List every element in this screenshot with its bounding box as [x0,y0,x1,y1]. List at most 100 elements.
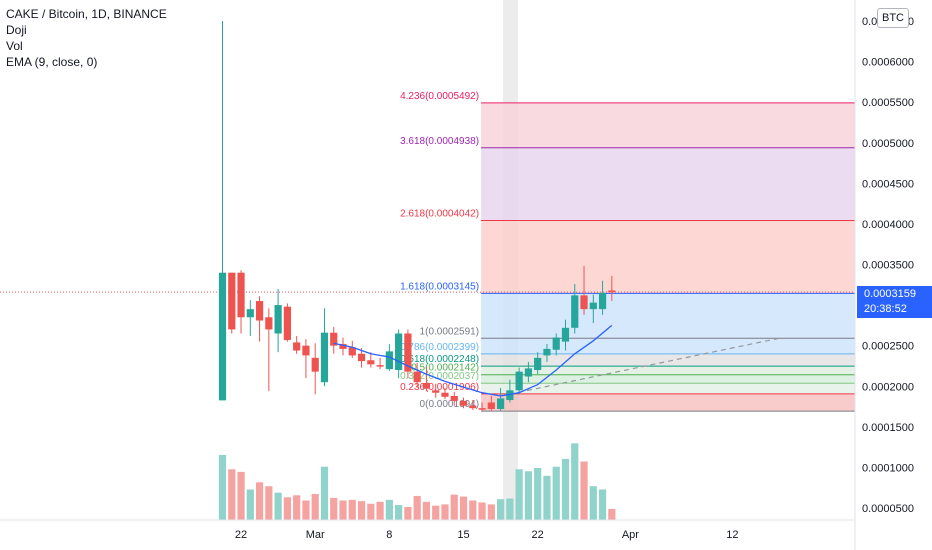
time-tick-label: Apr [622,529,639,541]
volume-bar [302,500,310,520]
volume-bar [265,486,273,520]
volume-bar [385,499,393,520]
volume-bar [228,469,236,520]
candle-body [376,365,384,367]
fib-zone [481,293,855,339]
candle-body [589,302,597,310]
candle-body [608,290,616,293]
fib-zone [481,383,855,394]
candle-body [506,390,514,401]
candle-body [432,390,440,393]
candle-body [228,272,236,330]
volume-bar [459,496,468,520]
fib-level-label: 0.382(0.0002037) [400,371,479,382]
fib-level-label: 0.236(0.0001906) [400,382,479,393]
candle-body [552,337,560,350]
candle-body [357,353,366,362]
indicator-ema[interactable]: EMA (9, close, 0) [6,55,98,69]
fib-level-label: 0.786(0.0002399) [400,342,479,353]
time-tick-label: 15 [457,529,469,541]
candle-body [320,332,329,383]
price-tick-label: 0.0002000 [862,381,914,393]
volume-bar [367,503,375,520]
candle-body [246,309,254,318]
fib-zone [481,366,855,375]
volume-bar [580,461,588,520]
candle-body [302,345,310,356]
candle-body [283,306,291,340]
volume-bar [348,499,356,520]
candle-body [441,392,449,397]
volume-bar [357,501,366,520]
price-tick-label: 0.0001500 [862,422,914,434]
time-tick-label: 8 [386,529,392,541]
price-tick-label: 0.0004500 [862,178,914,190]
candle-body [395,333,403,371]
candle-body [534,357,542,371]
volume-bar [441,504,449,520]
price-tick-label: 0.0004000 [862,219,914,231]
volume-bar [432,505,440,520]
candle-body [422,383,431,389]
volume-bar [487,504,495,520]
price-tick-label: 0.0005000 [862,138,914,150]
price-tick-label: 0.0001000 [862,462,914,474]
volume-bar [293,495,301,520]
volume-bar [218,455,227,520]
volume-bar [376,501,384,520]
time-tick-label: 12 [726,529,738,541]
candle-body [487,402,495,409]
fib-zone [481,102,855,148]
price-tick-label: 0.0003500 [862,260,914,272]
candle-body [218,272,227,401]
volume-bar [413,495,421,520]
volume-bar [311,494,319,520]
volume-bar [543,475,551,520]
candle-body [311,357,319,372]
candle-body [404,333,412,372]
volume-bar [339,500,347,520]
volume-bar [450,494,458,520]
candle-body [330,332,338,346]
candle-body [339,344,347,349]
volume-bar [246,489,254,520]
candle-body [450,395,458,401]
volume-bar [283,497,291,520]
fib-zone [481,220,855,294]
candle-body [571,295,579,328]
chart-legend: CAKE / Bitcoin, 1D, BINANCE Doji Vol EMA… [6,6,167,70]
candle-body [497,398,505,409]
volume-bar [330,497,338,520]
candle-body [367,360,375,365]
candle-body [265,317,273,330]
indicator-doji[interactable]: Doji [6,23,27,37]
fib-level-label: 1.618(0.0003145) [400,281,479,292]
fib-level-label: 0.618(0.0002248) [400,354,479,365]
volume-bar [534,468,542,520]
last-price-value: 0.0003159 [864,288,916,300]
candle-body [598,292,607,310]
candle-body [459,400,468,406]
candle-body [255,301,264,321]
volume-bar [478,502,486,520]
volume-bar [598,489,607,520]
fib-zone [481,374,855,384]
volume-bar [571,443,579,520]
candle-body [543,348,551,356]
volume-bar [524,471,533,520]
indicator-vol[interactable]: Vol [6,39,23,53]
symbol-title[interactable]: CAKE / Bitcoin, 1D, BINANCE [6,7,167,21]
currency-scale-button[interactable]: BTC [877,8,909,28]
time-tick-label: 22 [532,529,544,541]
trend-line [500,337,779,397]
countdown-timer: 20:38:52 [864,303,907,315]
time-tick-label: Mar [306,529,325,541]
fib-level-label: 0.5(0.0002142) [411,363,479,374]
volume-bar [320,466,329,520]
volume-bar [506,498,514,520]
volume-bar [422,501,431,520]
candle-body [524,368,533,377]
candle-body [515,371,523,391]
volume-bar [237,471,245,520]
